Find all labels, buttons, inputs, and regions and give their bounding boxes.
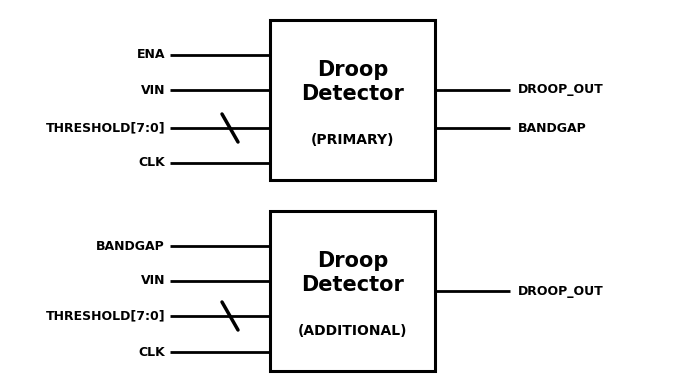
- Text: BANDGAP: BANDGAP: [518, 122, 587, 135]
- Text: ENA: ENA: [136, 48, 165, 61]
- Bar: [270, 20, 435, 180]
- Text: THRESHOLD[7:0]: THRESHOLD[7:0]: [46, 122, 165, 135]
- Text: DROOP_OUT: DROOP_OUT: [518, 285, 603, 298]
- Text: CLK: CLK: [139, 346, 165, 359]
- Text: THRESHOLD[7:0]: THRESHOLD[7:0]: [46, 310, 165, 323]
- Text: Droop
Detector: Droop Detector: [301, 60, 404, 104]
- Text: Droop
Detector: Droop Detector: [301, 251, 404, 294]
- Text: BANDGAP: BANDGAP: [97, 240, 165, 253]
- Text: CLK: CLK: [139, 156, 165, 170]
- Text: VIN: VIN: [141, 274, 165, 287]
- Text: (ADDITIONAL): (ADDITIONAL): [298, 324, 407, 338]
- Bar: [270, 211, 435, 371]
- Text: DROOP_OUT: DROOP_OUT: [518, 84, 603, 97]
- Text: VIN: VIN: [141, 84, 165, 97]
- Text: (PRIMARY): (PRIMARY): [311, 133, 394, 147]
